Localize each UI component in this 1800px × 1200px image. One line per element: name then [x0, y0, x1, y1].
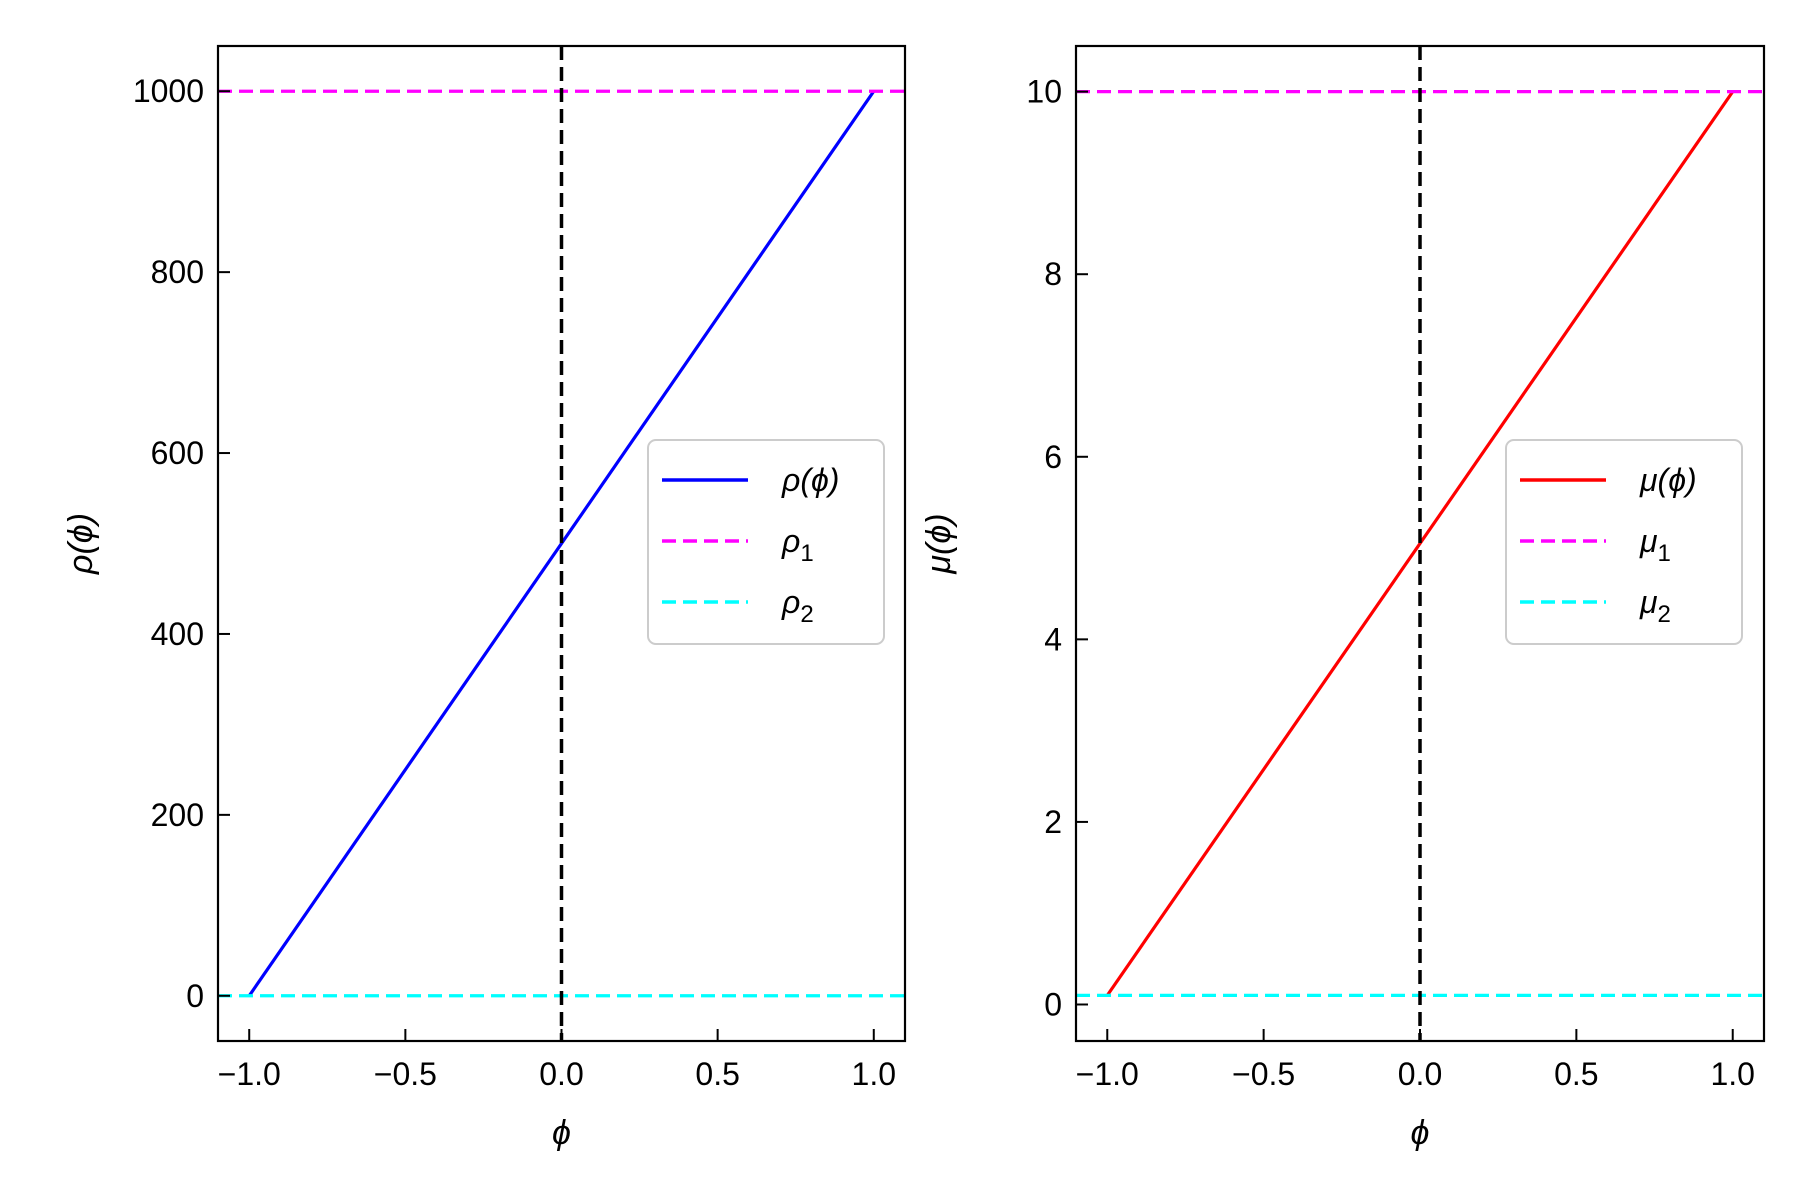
x-tick-label: 0.0: [1398, 1056, 1442, 1092]
y-tick-label: 8: [1044, 256, 1062, 292]
x-axis-label: ϕ: [1411, 1114, 1430, 1152]
y-tick-label: 0: [186, 978, 204, 1014]
plot-area: [1076, 46, 1764, 1041]
legend-box: [1505, 439, 1743, 645]
y-tick-label: 1000: [133, 73, 204, 109]
series-line-ρ(ϕ): [247, 90, 876, 997]
legend-label-μ(ϕ): μ(ϕ): [1639, 462, 1697, 498]
y-axis-label: μ(ϕ): [920, 513, 958, 574]
legend-box: [647, 439, 885, 645]
y-axis-label: ρ(ϕ): [62, 513, 100, 575]
legend-label-main: ρ: [781, 584, 800, 620]
y-tick-label: 10: [1026, 74, 1062, 110]
x-tick-label: −1.0: [1076, 1056, 1139, 1092]
x-tick-label: −0.5: [374, 1056, 437, 1092]
plot-area: [218, 46, 905, 1041]
x-tick-label: 0.5: [695, 1056, 739, 1092]
x-tick-label: 1.0: [1710, 1056, 1754, 1092]
x-tick-label: 0.5: [1554, 1056, 1598, 1092]
legend-label-main: μ(ϕ): [1639, 462, 1697, 498]
x-tick-label: 0.0: [539, 1056, 583, 1092]
y-tick-label: 600: [151, 435, 204, 471]
legend-label-μ1: μ1: [1639, 523, 1671, 567]
legend-label-main: μ: [1639, 523, 1658, 559]
y-tick-label: 400: [151, 616, 204, 652]
legend-label-subscript: 1: [1658, 540, 1671, 567]
series-line-μ(ϕ): [1105, 90, 1735, 997]
y-tick-label: 4: [1044, 621, 1062, 657]
x-tick-label: −0.5: [1232, 1056, 1295, 1092]
x-tick-label: 1.0: [852, 1056, 896, 1092]
legend-label-subscript: 2: [800, 601, 813, 628]
legend-label-ρ2: ρ2: [781, 584, 814, 628]
y-tick-label: 2: [1044, 804, 1062, 840]
y-tick-label: 6: [1044, 439, 1062, 475]
y-tick-label: 0: [1044, 986, 1062, 1022]
x-tick-label: −1.0: [218, 1056, 281, 1092]
x-axis-label: ϕ: [552, 1114, 571, 1152]
chart-panel-1: −1.0 −0.5 0.0 0.5 1.0 0 200 400 600 800 1000 ϕ ρ(ϕ) ρ…: [62, 44, 907, 1152]
legend-label-main: μ: [1639, 584, 1658, 620]
legend-label-main: ρ(ϕ): [781, 462, 839, 498]
legend-label-subscript: 2: [1658, 601, 1671, 628]
y-tick-label: 800: [151, 254, 204, 290]
legend-label-μ2: μ2: [1639, 584, 1671, 628]
legend-label-ρ1: ρ1: [781, 523, 814, 567]
legend-label-subscript: 1: [800, 540, 813, 567]
legend-label-ρ(ϕ): ρ(ϕ): [781, 462, 839, 498]
y-tick-label: 200: [151, 797, 204, 833]
legend-label-main: ρ: [781, 523, 800, 559]
